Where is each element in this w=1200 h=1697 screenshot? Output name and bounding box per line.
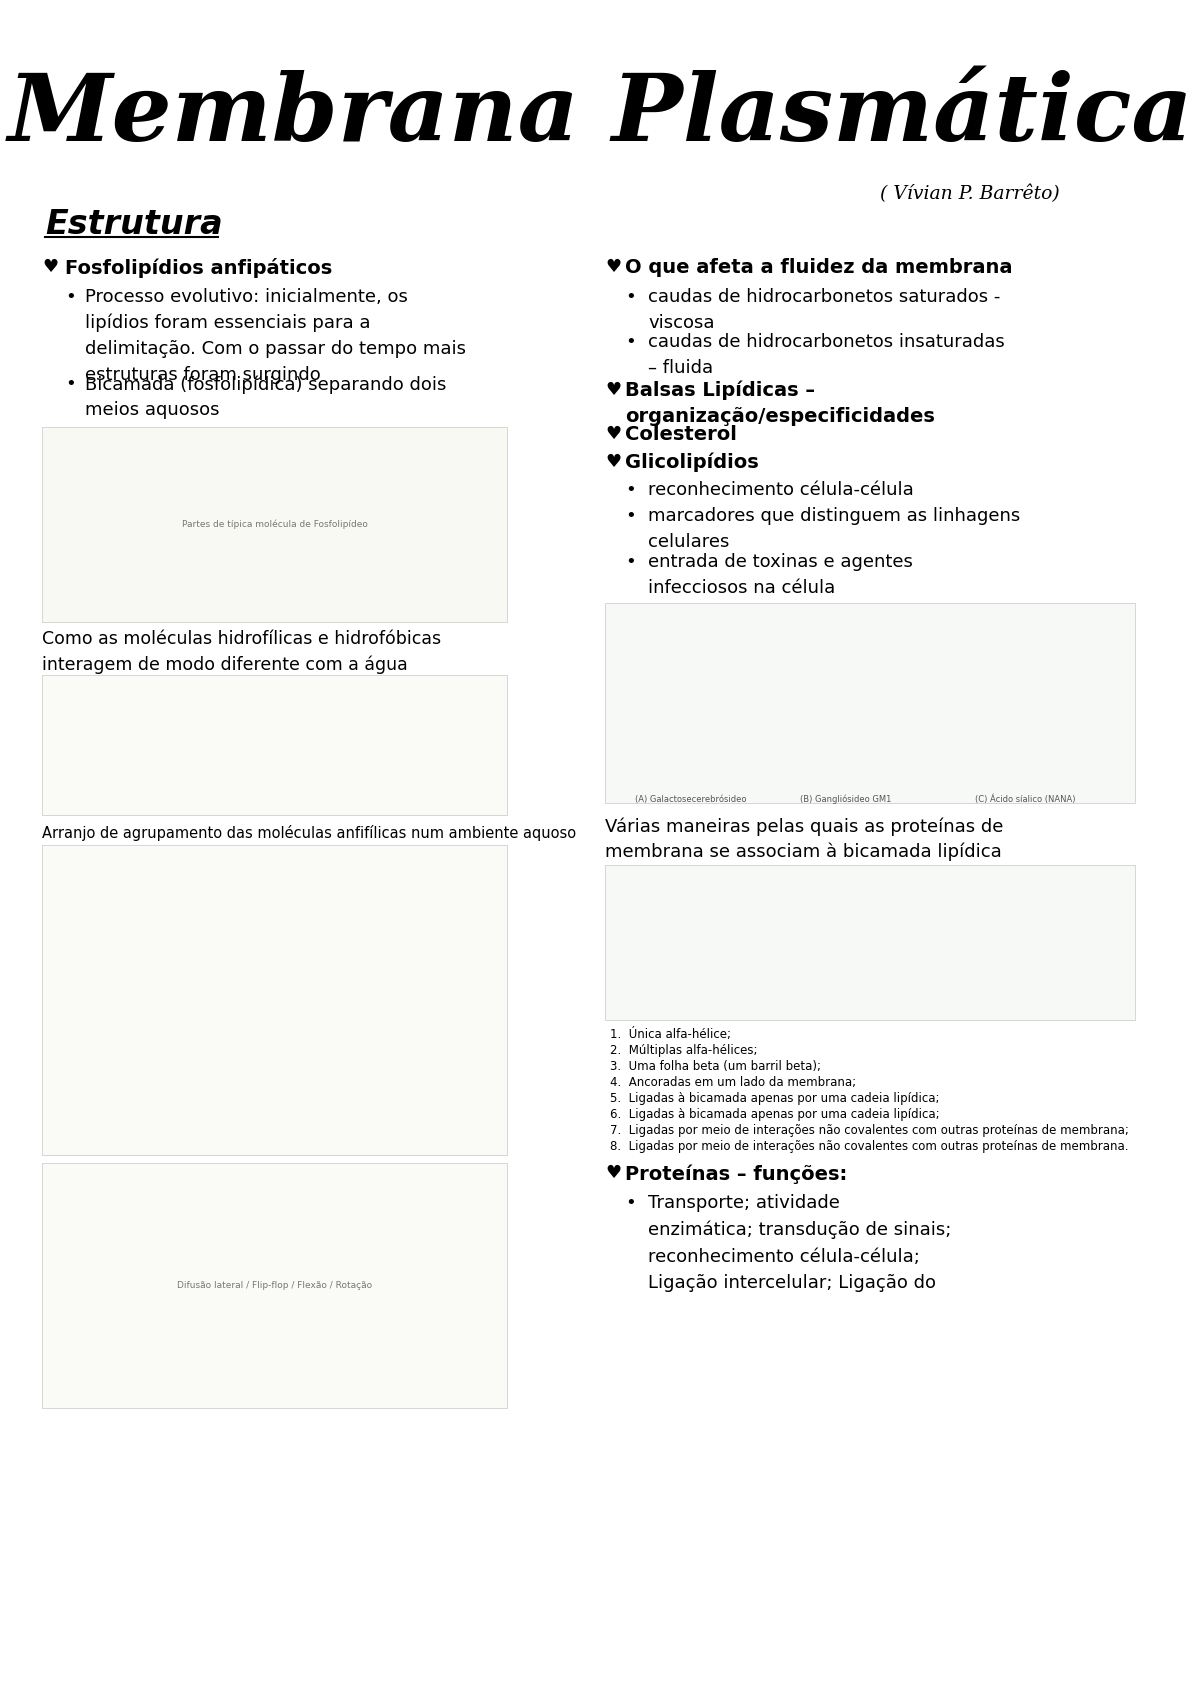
- Text: reconhecimento célula-célula: reconhecimento célula-célula: [648, 480, 913, 499]
- Text: ♥: ♥: [605, 424, 622, 443]
- Text: •: •: [625, 288, 636, 305]
- Text: Colesterol: Colesterol: [625, 424, 737, 445]
- Text: Membrana Plasmática: Membrana Plasmática: [7, 70, 1193, 160]
- Text: (C) Ácido síalico (NANA): (C) Ácido síalico (NANA): [974, 794, 1075, 804]
- Bar: [42, 675, 506, 815]
- Text: •: •: [65, 288, 76, 305]
- Text: Como as moléculas hidrofílicas e hidrofóbicas
interagem de modo diferente com a : Como as moléculas hidrofílicas e hidrofó…: [42, 630, 442, 674]
- Text: 8.  Ligadas por meio de interações não covalentes com outras proteínas de membra: 8. Ligadas por meio de interações não co…: [610, 1140, 1128, 1152]
- Text: marcadores que distinguem as linhagens
celulares: marcadores que distinguem as linhagens c…: [648, 507, 1020, 552]
- Text: Várias maneiras pelas quais as proteínas de
membrana se associam à bicamada lipí: Várias maneiras pelas quais as proteínas…: [605, 816, 1003, 862]
- Text: Arranjo de agrupamento das moléculas anfifílicas num ambiente aquoso: Arranjo de agrupamento das moléculas anf…: [42, 825, 576, 842]
- Text: •: •: [625, 553, 636, 570]
- Text: Bicamada (fosfolipídica) separando dois
meios aquosos: Bicamada (fosfolipídica) separando dois …: [85, 375, 446, 419]
- Text: (A) Galactosecerebrósideo: (A) Galactosecerebrósideo: [635, 794, 746, 804]
- Text: Partes de típica molécula de Fosfolipídeo: Partes de típica molécula de Fosfolipíde…: [181, 519, 367, 529]
- Text: 2.  Múltiplas alfa-hélices;: 2. Múltiplas alfa-hélices;: [610, 1044, 757, 1057]
- Text: 7.  Ligadas por meio de interações não covalentes com outras proteínas de membra: 7. Ligadas por meio de interações não co…: [610, 1123, 1129, 1137]
- Bar: [605, 865, 1135, 1020]
- Text: ( Vívian P. Barrêto): ( Vívian P. Barrêto): [881, 185, 1060, 204]
- Text: caudas de hidrocarbonetos insaturadas
– fluida: caudas de hidrocarbonetos insaturadas – …: [648, 333, 1004, 377]
- Text: •: •: [625, 333, 636, 351]
- Text: Glicolipídios: Glicolipídios: [625, 453, 758, 472]
- Text: O que afeta a fluidez da membrana: O que afeta a fluidez da membrana: [625, 258, 1013, 277]
- Text: 4.  Ancoradas em um lado da membrana;: 4. Ancoradas em um lado da membrana;: [610, 1076, 856, 1089]
- Text: ♥: ♥: [605, 453, 622, 472]
- Bar: [605, 602, 1135, 803]
- Text: Transporte; atividade
enzimática; transdução de sinais;
reconhecimento célula-cé: Transporte; atividade enzimática; transd…: [648, 1195, 952, 1291]
- Text: 6.  Ligadas à bicamada apenas por uma cadeia lipídica;: 6. Ligadas à bicamada apenas por uma cad…: [610, 1108, 940, 1122]
- Text: Estrutura: Estrutura: [46, 209, 223, 241]
- Text: •: •: [625, 1195, 636, 1212]
- Text: 1.  Única alfa-hélice;: 1. Única alfa-hélice;: [610, 1028, 731, 1040]
- Text: ♥: ♥: [605, 382, 622, 399]
- Text: Processo evolutivo: inicialmente, os
lipídios foram essenciais para a
delimitaçã: Processo evolutivo: inicialmente, os lip…: [85, 288, 466, 384]
- Text: •: •: [65, 375, 76, 394]
- Text: •: •: [625, 507, 636, 524]
- Text: Balsas Lipídicas –
organização/especificidades: Balsas Lipídicas – organização/especific…: [625, 382, 935, 426]
- Text: 5.  Ligadas à bicamada apenas por uma cadeia lipídica;: 5. Ligadas à bicamada apenas por uma cad…: [610, 1091, 940, 1105]
- Text: (B) Gangliósideo GM1: (B) Gangliósideo GM1: [800, 794, 892, 804]
- Bar: [42, 1162, 506, 1409]
- Text: Fosfolipídios anfipáticos: Fosfolipídios anfipáticos: [65, 258, 332, 278]
- Text: Difusão lateral / Flip-flop / Flexão / Rotação: Difusão lateral / Flip-flop / Flexão / R…: [176, 1281, 372, 1290]
- Bar: [42, 428, 506, 623]
- Text: ♥: ♥: [42, 258, 58, 277]
- Bar: [42, 845, 506, 1156]
- Text: •: •: [625, 480, 636, 499]
- Text: entrada de toxinas e agentes
infecciosos na célula: entrada de toxinas e agentes infecciosos…: [648, 553, 913, 597]
- Text: Proteínas – funções:: Proteínas – funções:: [625, 1164, 847, 1183]
- Text: 3.  Uma folha beta (um barril beta);: 3. Uma folha beta (um barril beta);: [610, 1061, 821, 1073]
- Text: ♥: ♥: [605, 1164, 622, 1183]
- Text: caudas de hidrocarbonetos saturados -
viscosa: caudas de hidrocarbonetos saturados - vi…: [648, 288, 1001, 331]
- Text: ♥: ♥: [605, 258, 622, 277]
